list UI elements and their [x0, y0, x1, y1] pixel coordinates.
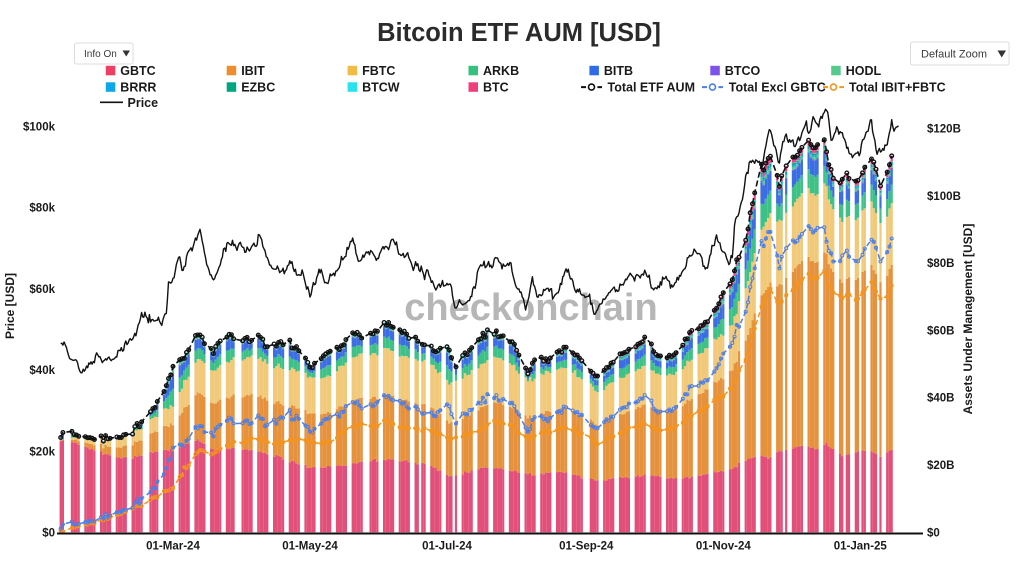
svg-text:Total IBIT+FBTC: Total IBIT+FBTC — [849, 80, 946, 94]
svg-text:Total ETF AUM: Total ETF AUM — [608, 80, 696, 94]
svg-text:Assets Under Management [USD]: Assets Under Management [USD] — [961, 224, 975, 415]
svg-text:BTC: BTC — [483, 80, 509, 94]
svg-text:Default Zoom: Default Zoom — [921, 49, 987, 61]
svg-text:FBTC: FBTC — [362, 64, 395, 78]
svg-text:$120B: $120B — [927, 124, 961, 136]
svg-text:Info On: Info On — [84, 49, 117, 60]
svg-text:01-Sep-24: 01-Sep-24 — [559, 541, 614, 553]
svg-text:01-Nov-24: 01-Nov-24 — [696, 541, 752, 553]
svg-text:$60k: $60k — [29, 284, 55, 296]
svg-text:ARKB: ARKB — [483, 64, 519, 78]
svg-text:IBIT: IBIT — [241, 64, 265, 78]
svg-text:$100k: $100k — [23, 122, 56, 134]
svg-text:EZBC: EZBC — [241, 80, 275, 94]
svg-text:checkonchain: checkonchain — [404, 287, 657, 329]
svg-text:Price: Price — [128, 96, 159, 110]
svg-text:01-Jul-24: 01-Jul-24 — [422, 541, 472, 553]
svg-text:HODL: HODL — [846, 64, 882, 78]
svg-text:$0: $0 — [927, 527, 940, 539]
svg-text:Total Excl GBTC: Total Excl GBTC — [729, 80, 826, 94]
svg-text:$40k: $40k — [29, 365, 55, 377]
svg-text:Price [USD]: Price [USD] — [3, 273, 17, 339]
svg-text:Bitcoin ETF AUM [USD]: Bitcoin ETF AUM [USD] — [377, 19, 661, 47]
svg-text:BTCW: BTCW — [362, 80, 400, 94]
svg-text:$80B: $80B — [927, 258, 955, 270]
svg-text:BRRR: BRRR — [120, 80, 156, 94]
svg-text:$40B: $40B — [927, 393, 955, 405]
svg-text:$100B: $100B — [927, 191, 961, 203]
svg-text:$80k: $80k — [29, 203, 55, 215]
svg-text:01-May-24: 01-May-24 — [282, 541, 338, 553]
svg-text:$20k: $20k — [29, 446, 55, 458]
svg-text:$20B: $20B — [927, 460, 955, 472]
svg-text:01-Jan-25: 01-Jan-25 — [834, 541, 888, 553]
svg-text:$0: $0 — [42, 528, 55, 540]
svg-text:$60B: $60B — [927, 325, 955, 337]
svg-text:01-Mar-24: 01-Mar-24 — [146, 541, 200, 553]
svg-text:BTCO: BTCO — [725, 64, 761, 78]
svg-text:GBTC: GBTC — [120, 64, 155, 78]
svg-text:BITB: BITB — [604, 64, 633, 78]
